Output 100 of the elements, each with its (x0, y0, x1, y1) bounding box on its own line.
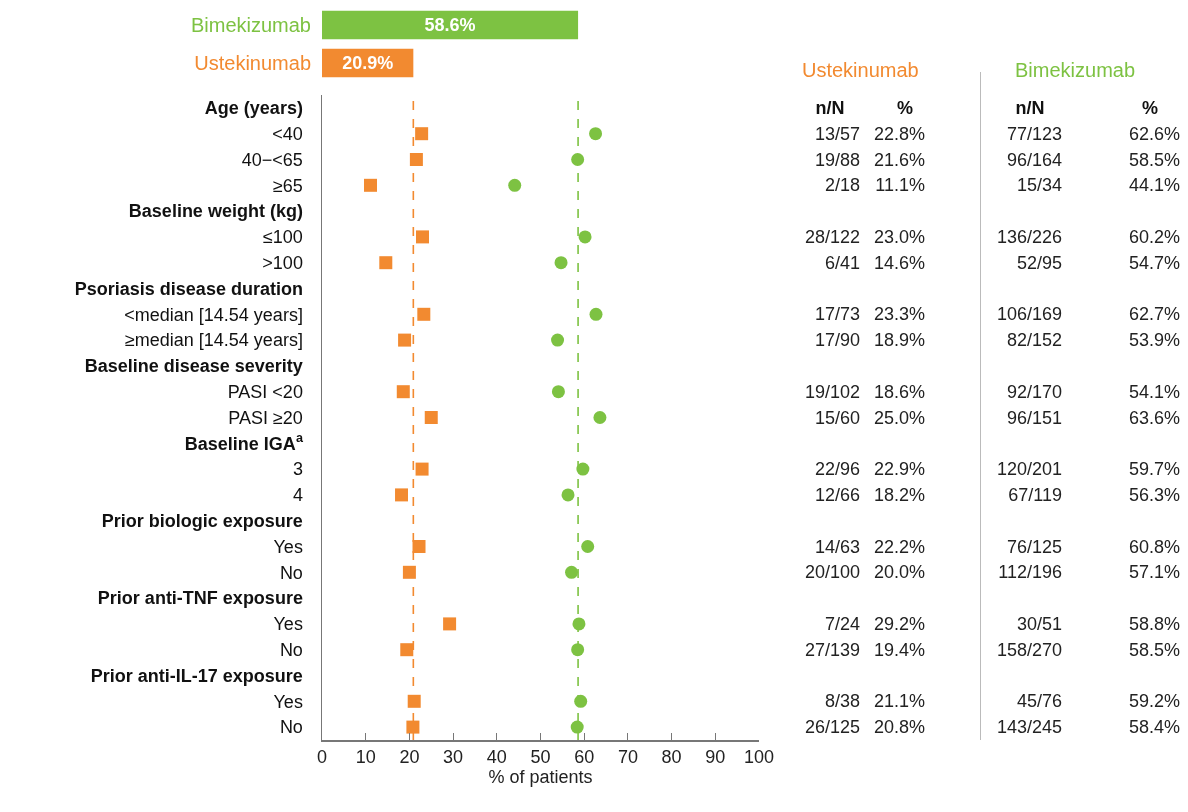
text: 30/51 (1016, 613, 1062, 634)
text: 120/201 (996, 458, 1062, 479)
point (409, 153, 423, 166)
text: 106/169 (996, 303, 1062, 324)
text: 59.7% (1128, 458, 1180, 479)
x-tick-label: 70 (617, 747, 638, 768)
text: 112/196 (998, 561, 1062, 582)
data-label: 58.6% (424, 15, 476, 35)
text: 13/57 (814, 123, 860, 144)
point (554, 256, 568, 270)
text: 53.9% (1128, 329, 1180, 350)
text: 58.4% (1128, 716, 1180, 737)
point (576, 462, 590, 476)
y-tick-label: Baseline IGA$^{a}$ (184, 431, 304, 454)
text: 96/151 (1006, 407, 1062, 427)
text: 96/164 (1006, 149, 1062, 169)
x-tick-label: 50 (530, 747, 551, 768)
x-tick-label: 0 (316, 747, 328, 768)
text: 22.2% (873, 536, 925, 556)
text: 25.0% (873, 407, 925, 427)
point (581, 540, 595, 553)
point (565, 565, 579, 579)
x-axis-title: % of patients (488, 767, 593, 788)
text: 60.2% (1128, 226, 1180, 247)
point (551, 333, 565, 347)
text: 27/139 (804, 639, 860, 660)
y-tick-label: Baseline disease severity (84, 356, 303, 377)
text: 22/96 (814, 458, 860, 479)
text: 28/122 (804, 226, 860, 247)
y-tick-label: Yes (273, 614, 303, 635)
y-tick-label: Prior anti-IL-17 exposure (90, 665, 303, 686)
text: 60.8% (1128, 536, 1180, 556)
text: 23.0% (873, 226, 925, 247)
x-tick-label: 60 (574, 747, 595, 768)
text: 19/102 (804, 381, 860, 402)
point (578, 230, 592, 244)
text: 6/41 (824, 252, 860, 273)
text: 14.6% (873, 252, 925, 273)
text: 56.3% (1128, 484, 1180, 505)
y-tick-label: 3 (292, 459, 303, 480)
point (406, 720, 420, 734)
text: 52/95 (1016, 252, 1062, 273)
point (407, 694, 421, 708)
text: 143/245 (996, 716, 1062, 737)
text: 136/226 (996, 226, 1062, 247)
text: 58.8% (1128, 613, 1180, 634)
y-tick-label: ≥median [14.54 years] (124, 330, 303, 351)
point (417, 307, 431, 321)
text: 54.7% (1128, 252, 1180, 273)
data-label: 20.9% (342, 53, 394, 73)
text: 19/88 (814, 149, 860, 169)
y-tick-label: No (279, 562, 303, 583)
x-tick-label: 30 (443, 747, 464, 768)
text: 14/63 (814, 536, 860, 556)
x-tick-label: 40 (486, 747, 507, 768)
text: 26/125 (804, 716, 860, 737)
y-tick-label: Bimekizumab (190, 14, 311, 36)
text: 82/152 (1006, 329, 1062, 350)
point (572, 617, 586, 631)
text: 17/73 (814, 303, 860, 324)
point (424, 411, 438, 424)
x-tick-label: 100 (743, 747, 775, 768)
point (561, 488, 575, 502)
text: 15/60 (814, 407, 860, 427)
text: 59.2% (1128, 690, 1180, 711)
text: 12/66 (814, 484, 860, 505)
point (589, 127, 603, 141)
y-tick-label: PASI <20 (227, 382, 303, 402)
text: 15/34 (1016, 174, 1062, 195)
y-tick-label: Prior anti-TNF exposure (97, 588, 303, 609)
text: 23.3% (873, 303, 925, 324)
x-tick-label: 20 (399, 747, 420, 768)
text: 54.1% (1128, 381, 1180, 402)
y-tick-label: ≥65 (272, 175, 303, 196)
point (570, 720, 584, 734)
x-tick-label: 10 (355, 747, 376, 768)
text: 2/18 (824, 174, 860, 195)
text: 158/270 (996, 639, 1062, 660)
text: 11.1% (875, 174, 925, 195)
text: 18.2% (873, 484, 925, 505)
text: 18.6% (873, 381, 925, 402)
text: Bimekizumab (1015, 59, 1136, 81)
text: 58.5% (1128, 639, 1180, 660)
y-tick-label: ≤100 (262, 227, 303, 248)
text: 29.2% (873, 613, 925, 634)
category-label: n/N (1015, 97, 1045, 119)
point (364, 178, 378, 192)
y-tick-label: Yes (273, 536, 303, 557)
category-label: n/N (815, 97, 845, 119)
text: 21.6% (873, 149, 925, 169)
text: 8/38 (824, 690, 860, 711)
point (416, 230, 430, 244)
point (398, 333, 412, 347)
category-label: % (896, 97, 914, 119)
text: 57.1% (1128, 561, 1180, 582)
point (508, 178, 522, 192)
y-tick-label: PASI ≥20 (228, 407, 303, 428)
y-tick-label: <40 (272, 124, 303, 144)
x-tick-label: 80 (661, 747, 682, 768)
y-tick-label: <median [14.54 years] (124, 304, 303, 325)
